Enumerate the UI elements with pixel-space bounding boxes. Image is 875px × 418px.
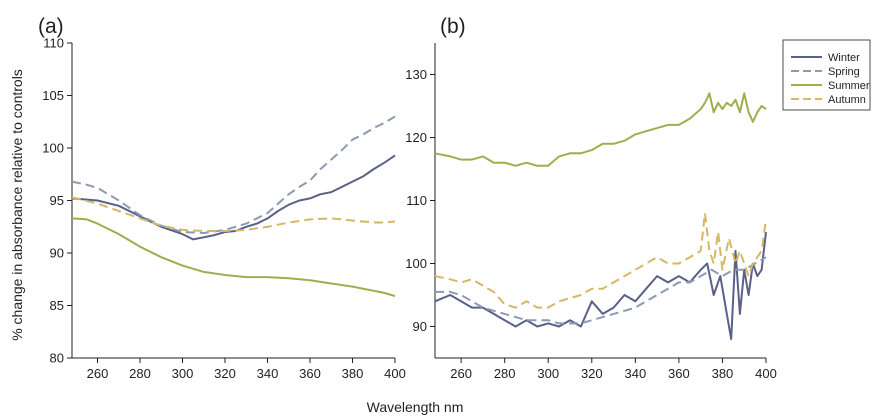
x-tick-label: 300 [537,366,559,381]
x-tick-label: 400 [384,366,406,381]
panel-b: (b) 90 100 110 120 130 260 280 300 320 340 360 380 40… [405,15,777,381]
y-tick-label: 90 [50,246,64,261]
y-tick-label: 95 [50,193,64,208]
series-line-summer [71,217,396,297]
series-line-spring [71,115,396,234]
series-line-spring [435,256,767,325]
y-axis-title: % change in absorbance relative to contr… [9,69,25,341]
y-tick-label: 100 [405,256,427,271]
x-tick-label: 260 [450,366,472,381]
y-tick-label: 105 [42,88,64,103]
y-tick-label: 120 [405,130,427,145]
x-tick-label: 360 [668,366,690,381]
x-tick-label: 380 [342,366,364,381]
x-tick-label: 280 [129,366,151,381]
x-tick-label: 320 [214,366,236,381]
series-line-winter [434,231,767,341]
x-tick-label: 360 [299,366,321,381]
y-tick-label: 100 [42,141,64,156]
x-tick-label: 340 [624,366,646,381]
y-tick-label: 110 [43,36,64,51]
legend: Winter Spring Summer Autumn [782,39,871,111]
y-tick-label: 80 [50,351,64,366]
panel-label: (a) [38,15,64,38]
legend-label-spring: Spring [828,66,860,78]
series-line-autumn [434,212,767,309]
y-tick-label: 130 [405,67,427,82]
x-axis-title: Wavelength nm [367,399,464,415]
legend-label-autumn: Autumn [828,94,866,106]
x-tick-label: 260 [87,366,109,381]
y-tick-label: 85 [50,298,64,313]
legend-label-winter: Winter [828,52,860,64]
x-tick-label: 400 [755,366,777,381]
y-tick-label: 90 [413,319,427,334]
x-tick-label: 380 [712,366,734,381]
y-tick-label: 110 [406,193,427,208]
series-line-summer [434,92,767,167]
panel-a: (a) 80 85 90 95 100 105 110 260 280 300 320 340 360 38… [38,15,406,381]
series-line-autumn [71,196,396,232]
x-tick-label: 340 [257,366,279,381]
legend-label-summer: Summer [828,80,870,92]
x-tick-label: 320 [581,366,603,381]
series-line-winter [71,154,396,241]
panel-label: (b) [440,15,466,38]
x-tick-label: 280 [494,366,516,381]
x-tick-label: 300 [172,366,194,381]
